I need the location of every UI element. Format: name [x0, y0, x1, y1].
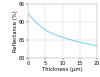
Y-axis label: Reflectance (%): Reflectance (%) — [13, 10, 18, 52]
X-axis label: Thickness (μm): Thickness (μm) — [42, 67, 83, 72]
